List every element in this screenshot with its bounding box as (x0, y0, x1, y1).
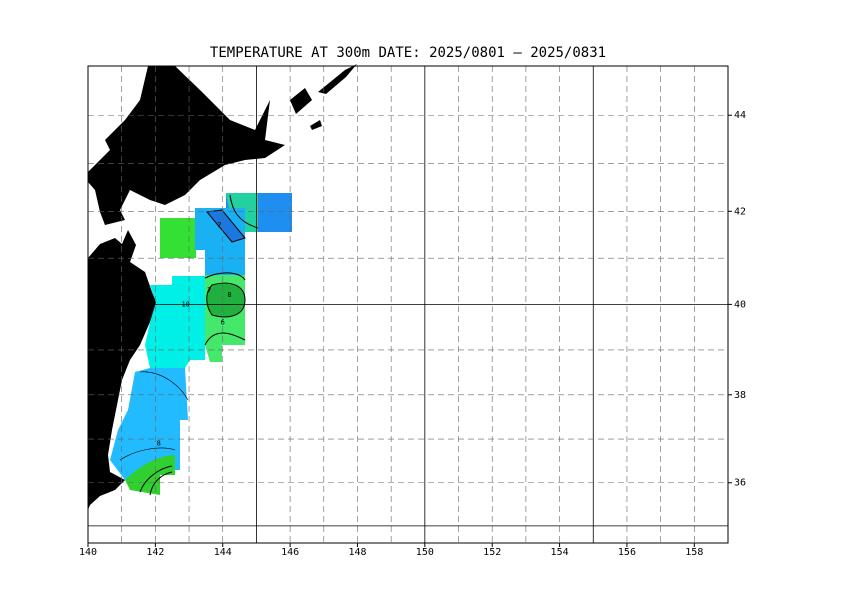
island (318, 64, 357, 94)
field-patch (110, 368, 188, 480)
x-tick-label: 150 (416, 547, 434, 558)
contour (206, 194, 259, 243)
x-tick-label: 140 (79, 547, 97, 558)
y-tick-label: 36 (734, 478, 746, 489)
field-patch (160, 218, 196, 258)
hokkaido (88, 66, 285, 225)
map-title: TEMPERATURE AT 300m DATE: 2025/0801 – 20… (210, 45, 606, 61)
x-tick-label: 142 (146, 547, 164, 558)
contour-label: 6 (221, 319, 225, 327)
contour-label: 8 (227, 291, 231, 299)
y-tick-label: 38 (734, 390, 746, 401)
field-patch (207, 210, 245, 242)
x-tick-label: 156 (618, 547, 636, 558)
temperature-field (110, 193, 292, 496)
land (88, 64, 357, 510)
x-tick-label: 158 (685, 547, 703, 558)
contour-label: 7 (217, 221, 221, 229)
field-patch (145, 276, 205, 368)
y-tick-label: 42 (734, 206, 746, 217)
island (290, 88, 312, 114)
contour (119, 371, 189, 461)
contour-label: 8 (157, 439, 161, 447)
x-tick-label: 154 (551, 547, 569, 558)
contour (204, 272, 246, 346)
y-tick-label: 40 (734, 299, 746, 310)
contour-label: 10 (181, 300, 189, 308)
contour (139, 465, 173, 496)
field-patch (206, 283, 245, 317)
y-tick-label: 44 (734, 110, 746, 121)
contour-label: 7 (207, 287, 211, 295)
island (310, 120, 322, 130)
x-tick-label: 152 (483, 547, 501, 558)
field-patch (125, 455, 175, 495)
x-tick-label: 144 (214, 547, 232, 558)
x-tick-label: 146 (281, 547, 299, 558)
honshu (88, 230, 156, 510)
x-tick-label: 148 (348, 547, 366, 558)
